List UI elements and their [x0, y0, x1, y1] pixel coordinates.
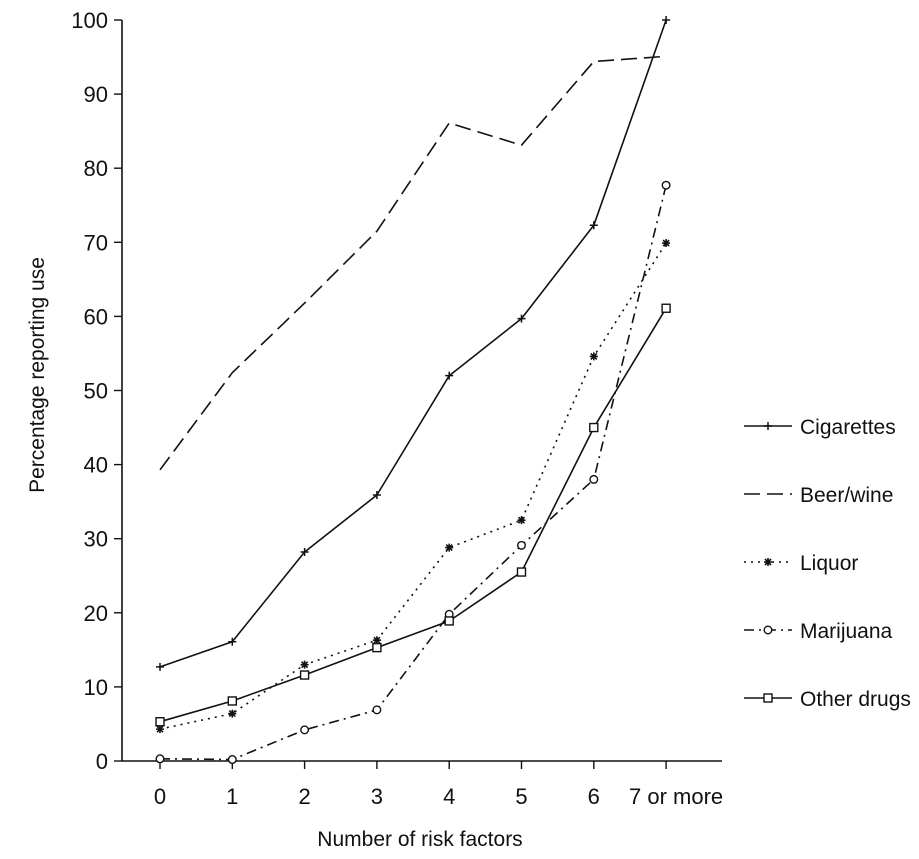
series-other-drugs [155, 303, 671, 727]
y-tick-label: 30 [84, 527, 108, 552]
x-tick-label: 0 [154, 784, 166, 809]
y-axis-title: Percentage reporting use [26, 257, 49, 493]
legend-item-liquor: Liquor [744, 552, 858, 575]
y-tick-label: 40 [84, 453, 108, 478]
data-point-other-drugs [661, 303, 671, 313]
data-point-other-drugs [372, 642, 382, 653]
data-point-cigarettes [372, 490, 381, 499]
data-point-liquor [445, 543, 454, 552]
series-marijuana [155, 180, 671, 765]
y-tick-label: 0 [96, 749, 108, 774]
data-point-liquor [156, 725, 164, 734]
x-tick-label: 3 [371, 784, 383, 809]
data-point-marijuana [227, 755, 237, 765]
y-tick-label: 10 [84, 675, 108, 700]
x-tick-label: 6 [588, 784, 600, 809]
data-point-marijuana [517, 540, 527, 550]
y-tick-label: 60 [84, 304, 108, 329]
data-point-other-drugs [227, 696, 238, 706]
data-point-cigarettes [156, 662, 164, 671]
x-tick-label: 7 or more [629, 784, 723, 809]
data-point-liquor [662, 239, 671, 248]
series-beer-wine [159, 55, 667, 471]
y-tick-label: 100 [71, 8, 108, 33]
series-liquor [156, 239, 671, 734]
data-point-liquor [372, 636, 381, 645]
x-tick-label: 2 [298, 784, 310, 809]
series-line-cigarettes [159, 19, 667, 668]
data-point-liquor [228, 709, 237, 718]
legend-label-other-drugs: Other drugs [800, 688, 911, 711]
data-point-liquor [589, 352, 598, 361]
legend: Cigarettes Beer/wine Liquor Marijuana Other … [744, 416, 911, 711]
data-point-cigarettes [589, 221, 598, 230]
data-point-marijuana [372, 705, 382, 715]
data-point-cigarettes [662, 16, 671, 24]
x-tick-label: 5 [515, 784, 527, 809]
legend-label-cigarettes: Cigarettes [800, 416, 896, 439]
y-tick-label: 20 [84, 601, 108, 626]
data-point-cigarettes [517, 314, 526, 323]
axes: 0 10 20 30 40 50 60 70 80 90 100 0 1 2 3 4 5 6 7 or more [71, 8, 723, 809]
y-tick-label: 50 [84, 379, 108, 404]
legend-item-marijuana: Marijuana [744, 620, 893, 643]
series-cigarettes [156, 16, 671, 671]
x-tick-label: 1 [226, 784, 238, 809]
x-tick-label: 4 [443, 784, 455, 809]
series-line-beer-wine [159, 55, 667, 471]
legend-item-other-drugs: Other drugs [744, 688, 911, 711]
data-point-marijuana [589, 474, 599, 484]
data-point-marijuana [300, 725, 310, 735]
legend-marker-marijuana [763, 625, 773, 635]
series-line-other-drugs [159, 307, 667, 723]
data-point-other-drugs [299, 670, 310, 680]
legend-item-beer-wine: Beer/wine [744, 484, 893, 507]
data-point-liquor [517, 516, 526, 525]
legend-marker-liquor [764, 558, 772, 566]
y-tick-label: 80 [84, 156, 108, 181]
data-point-other-drugs [155, 717, 165, 727]
x-axis-title: Number of risk factors [317, 828, 522, 851]
legend-marker-cigarettes [764, 422, 772, 430]
y-tick-label: 70 [84, 230, 108, 255]
data-point-cigarettes [300, 548, 309, 557]
legend-item-cigarettes: Cigarettes [744, 416, 896, 439]
data-point-other-drugs [516, 567, 527, 577]
series-line-liquor [159, 242, 667, 730]
series-lines [155, 16, 671, 765]
data-point-marijuana [155, 754, 165, 764]
legend-label-liquor: Liquor [800, 552, 858, 575]
data-point-other-drugs [444, 616, 454, 626]
legend-label-beer-wine: Beer/wine [800, 484, 893, 507]
data-point-other-drugs [589, 422, 599, 433]
legend-label-marijuana: Marijuana [800, 620, 893, 643]
data-point-liquor [300, 660, 309, 669]
y-tick-label: 90 [84, 82, 108, 107]
data-point-cigarettes [445, 371, 454, 380]
series-line-marijuana [159, 185, 667, 761]
data-point-marijuana [661, 180, 671, 190]
legend-marker-other-drugs [763, 693, 773, 703]
data-point-cigarettes [228, 637, 237, 646]
